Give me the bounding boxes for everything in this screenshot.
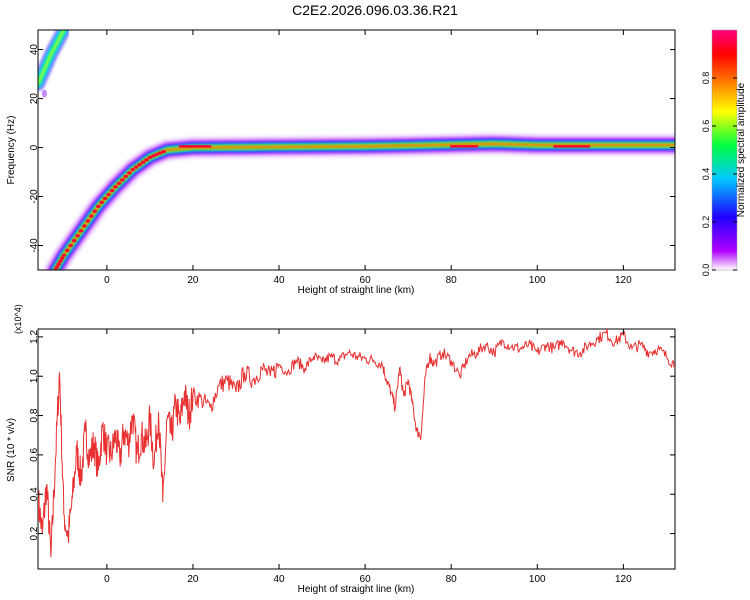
spectrogram-peak-dot — [85, 219, 91, 223]
snr-y-tick-label: 0.8 — [29, 408, 40, 422]
spectrogram-peak-dot — [92, 209, 98, 213]
spectrogram-peak-dot — [59, 256, 65, 260]
spectrogram-x-ticks: 0 20 40 60 80 100 120 — [104, 30, 632, 286]
spectrogram-peak-dot — [116, 181, 122, 185]
snr-x-tick-label: 20 — [187, 574, 199, 585]
spectrogram-y-tick-label: 40 — [29, 44, 40, 56]
spectrogram-peak-dot — [140, 160, 146, 164]
spectrogram-ylabel: Frequency (Hz) — [6, 116, 17, 185]
spectrogram-peak-dot — [133, 165, 139, 169]
snr-x-tick-label: 60 — [360, 574, 372, 585]
spectrogram-y-ticks: -40 -20 0 20 40 — [29, 44, 675, 253]
spectrogram-peak-dot — [75, 234, 80, 238]
spectrogram-peak-dot — [68, 243, 73, 248]
snr-y-ticks: 0.2 0.4 0.6 0.8 1.0 1.2 — [29, 329, 675, 541]
spectrogram-peak-dot — [158, 151, 163, 155]
spectrogram-peak-dot — [120, 178, 125, 182]
spectrogram-peak-dot — [161, 149, 166, 154]
spectrogram-peak-dot — [61, 253, 67, 257]
spectrogram-x-tick-label: 40 — [273, 275, 285, 286]
spectrogram-peak-dot — [71, 239, 77, 243]
spectrogram-x-tick-label: 20 — [187, 275, 199, 286]
snr-y-tick-label: 1.0 — [29, 369, 40, 383]
spectrogram-upper-branch — [38, 30, 65, 85]
colorbar-ticks: 0.0 0.2 0.4 0.6 0.8 — [701, 72, 737, 277]
spectrogram-peak-dot — [127, 171, 132, 175]
spectrogram-frame — [37, 29, 676, 271]
snr-panel: 0 20 40 60 80 100 120 0.2 0.4 0.6 0.8 1.0 1.2 Heigh… — [6, 304, 676, 595]
snr-y-tick-label: 0.6 — [29, 448, 40, 462]
spectrogram-x-tick-label: 100 — [529, 275, 546, 286]
spectrogram-peak-dot — [82, 224, 87, 228]
snr-y-tick-label: 0.4 — [29, 487, 40, 501]
spectrogram-blob — [41, 89, 47, 98]
spectrogram-y-tick-label: 0 — [29, 144, 40, 150]
snr-x-tick-label: 80 — [446, 574, 458, 585]
spectrogram-peak-dot — [130, 167, 135, 172]
spectrogram-peak-dot — [96, 204, 101, 208]
spectrogram-x-tick-label: 80 — [446, 275, 458, 286]
spectrogram-panel: 0 20 40 60 80 100 120 -40 -20 0 20 40 Height of st… — [6, 29, 676, 296]
snr-series-line — [38, 329, 675, 558]
colorbar-label: Normalized spectral amplitude — [736, 82, 747, 217]
spectrogram-peak-dot — [109, 189, 115, 193]
plot-title: C2E2.2026.096.03.36.R21 — [292, 2, 458, 18]
snr-frame — [37, 328, 676, 570]
spectrogram-peak-dot — [154, 152, 159, 157]
spectrogram-peak-dot — [102, 196, 108, 201]
spectrogram-peak-dot — [113, 185, 118, 189]
colorbar-tick-label: 0.0 — [701, 264, 711, 277]
snr-y-tick-label: 0.2 — [29, 526, 40, 540]
colorbar-tick-label: 0.4 — [701, 168, 711, 181]
spectrogram-y-tick-label: -20 — [29, 189, 40, 204]
spectrogram-peak-dot — [89, 214, 94, 218]
colorbar-tick-label: 0.6 — [701, 120, 711, 133]
spectrogram-peak-dot — [65, 248, 70, 253]
spectrogram-xlabel: Height of straight line (km) — [298, 285, 415, 296]
snr-xlabel: Height of straight line (km) — [298, 584, 415, 595]
colorbar-tick-label: 0.8 — [701, 72, 711, 85]
colorbar: 0.0 0.2 0.4 0.6 0.8 Normalized spectral ampl… — [701, 29, 747, 277]
snr-x-tick-label: 40 — [273, 574, 285, 585]
snr-y-multiplier: (x10^4) — [13, 304, 23, 334]
spectrogram-y-tick-label: 20 — [29, 93, 40, 105]
snr-x-tick-label: 120 — [615, 574, 632, 585]
spectrogram-peak-dot — [123, 174, 129, 179]
spectrogram-peak-dot — [147, 155, 153, 159]
spectrogram-peak-dot — [137, 163, 142, 167]
snr-x-tick-label: 0 — [104, 574, 110, 585]
spectrogram-peak-dot — [144, 158, 149, 162]
spectrogram-peak-dot — [58, 259, 63, 263]
snr-x-tick-label: 100 — [529, 574, 546, 585]
spectrogram-peak-dot — [54, 265, 60, 269]
spectrogram-x-tick-label: 60 — [360, 275, 372, 286]
colorbar-gradient — [711, 29, 738, 271]
colorbar-tick-label: 0.2 — [701, 216, 711, 229]
spectrogram-peak-dot — [106, 192, 111, 197]
spectrogram-y-tick-label: -40 — [29, 238, 40, 253]
snr-x-ticks: 0 20 40 60 80 100 120 — [104, 329, 632, 585]
spectrogram-x-tick-label: 120 — [615, 275, 632, 286]
spectrogram-peak-dot — [56, 262, 61, 266]
spectrogram-peak-dot — [99, 200, 104, 205]
spectrogram-x-tick-label: 0 — [104, 275, 110, 286]
spectrogram-peak-dot — [151, 154, 156, 158]
snr-y-tick-label: 1.2 — [29, 329, 40, 343]
spectrogram-image — [38, 30, 675, 270]
spectrogram-ridge-band — [51, 139, 675, 270]
spectrogram-peak-dot — [78, 229, 84, 233]
snr-ylabel: SNR (10 * v/v) — [6, 418, 17, 482]
